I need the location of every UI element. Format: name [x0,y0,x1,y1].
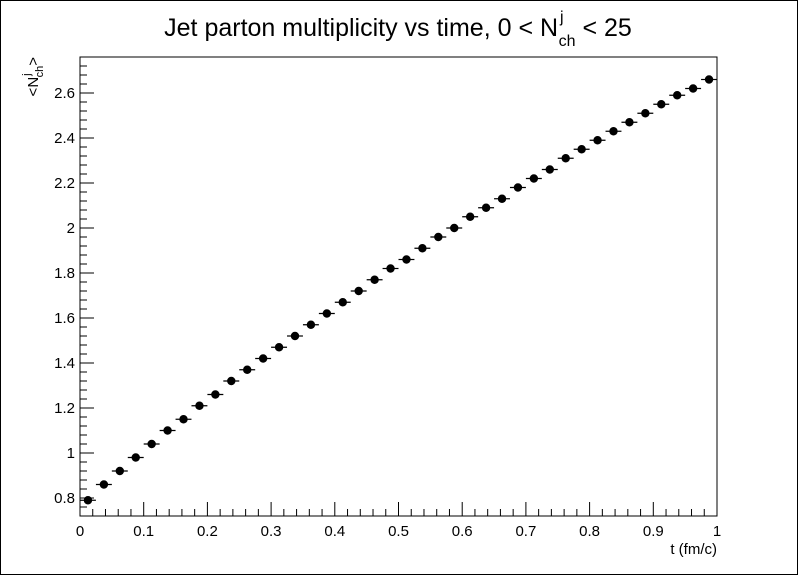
data-point [545,165,554,174]
data-point [529,174,539,183]
x-tick-label: 0.4 [324,523,345,540]
data-point [465,212,475,221]
data-points [80,75,717,505]
data-point [481,203,491,212]
data-point [641,109,650,118]
data-point [497,194,507,203]
data-point [418,244,427,253]
data-point [306,320,316,329]
data-point [179,415,188,424]
y-tick-label: 0.8 [54,490,75,507]
y-tick-label: 1.8 [54,265,75,282]
y-tick-label: 1.2 [54,400,75,417]
data-point [354,286,363,296]
x-tick-label: 0.2 [197,523,218,540]
data-point [402,255,411,264]
data-point [386,264,395,273]
x-tick-label: 0.7 [515,523,536,540]
x-tick-label: 0.1 [133,523,154,540]
data-point [370,275,379,284]
data-point [195,401,204,410]
x-tick-label: 0.6 [452,523,473,540]
data-point [513,183,523,192]
y-axis-label-sub: ch [34,66,46,78]
data-point [258,354,268,363]
data-point [625,118,634,127]
y-tick-label: 2.6 [54,85,75,102]
data-point [704,75,714,84]
data-point [243,365,252,374]
x-axis: 0 0.1 0.2 0.3 0.4 0.5 0.6 0.7 0.8 0.9 1 [76,502,721,540]
data-point [688,84,698,93]
data-point [434,232,443,242]
data-point [609,127,618,136]
x-tick-label: 1 [713,523,721,540]
y-tick-label: 1 [67,445,75,462]
x-tick-label: 0.9 [643,523,664,540]
data-point [657,100,666,109]
data-point [131,453,140,462]
y-axis-label-sup: j [21,73,33,76]
data-point [561,154,570,163]
data-point [227,376,236,386]
chart-title-main: Jet parton multiplicity vs time, 0 < N [164,14,558,42]
data-point [211,390,220,399]
data-point [147,439,156,449]
data-point [450,223,459,233]
chart-title-sup: j [559,9,564,26]
data-point [163,426,172,435]
data-point [322,309,332,318]
y-tick-label: 1.4 [54,355,75,372]
data-point [99,480,109,489]
y-axis-label-post: > [25,57,42,66]
y-axis: 0.8 1 1.2 1.4 1.6 1.8 2 2.2 2.4 2.6 [54,56,94,517]
y-axis-label: <Njch> [21,57,46,97]
chart-title-tail: < 25 [576,14,632,42]
data-point [274,343,284,352]
chart-title-sub: ch [559,33,576,50]
y-axis-label-pre: <N [25,77,42,97]
x-axis-label: t (fm/c) [670,541,717,558]
data-point [577,145,586,154]
x-tick-label: 0 [76,523,84,540]
data-point [593,136,602,145]
data-point [672,91,682,100]
y-tick-label: 2 [67,220,75,237]
data-point [115,466,125,476]
data-point [338,298,347,307]
x-tick-label: 0.8 [579,523,600,540]
x-tick-label: 0.5 [388,523,409,540]
y-tick-label: 2.4 [54,130,75,147]
plot-frame [79,56,718,517]
x-tick-label: 0.3 [261,523,282,540]
y-tick-label: 2.2 [54,175,75,192]
data-point [290,331,300,341]
data-point [83,496,93,505]
y-tick-label: 1.6 [54,310,75,327]
